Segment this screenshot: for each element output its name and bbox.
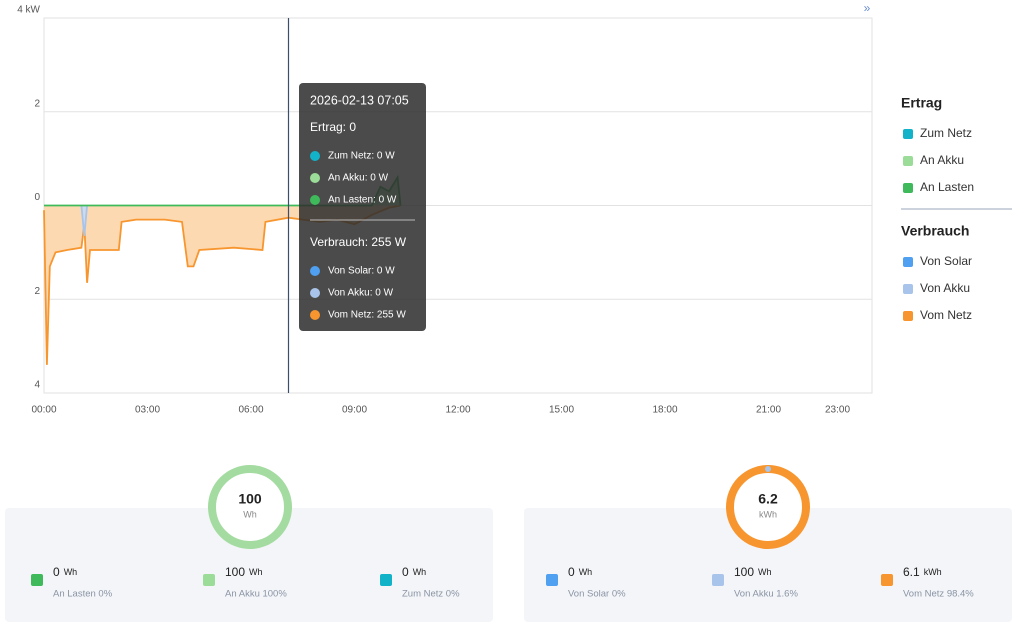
expand-button[interactable]: » <box>864 1 871 15</box>
item-value-unit: kWh <box>924 567 942 577</box>
item-value-unit: Wh <box>758 567 772 577</box>
legend-icon <box>903 183 913 193</box>
x-tick-label: 00:00 <box>31 405 56 416</box>
x-tick-label: 23:00 <box>825 405 850 416</box>
item-label: Vom Netz 98.4% <box>903 589 974 600</box>
tooltip-item: Von Akku: 0 W <box>328 288 394 299</box>
tooltip-dot <box>310 195 320 205</box>
x-tick-label: 12:00 <box>445 405 470 416</box>
tooltip-item: Von Solar: 0 W <box>328 266 395 277</box>
item-label: Von Akku 1.6% <box>734 589 798 600</box>
tooltip-dot <box>310 151 320 161</box>
y-tick-label: 2 <box>34 286 40 297</box>
ring-unit: Wh <box>243 509 257 519</box>
item-value-unit: Wh <box>249 567 263 577</box>
item-icon <box>712 574 724 586</box>
item-value-number: 0 <box>568 565 575 579</box>
legend: Ertrag Zum Netz An Akku An Lasten Verbrauch V… <box>901 95 1012 322</box>
item-value-number: 100 <box>225 565 245 579</box>
item-value: 0 Wh <box>568 565 592 579</box>
item-value-unit: Wh <box>413 567 427 577</box>
legend-label: Von Solar <box>920 254 972 268</box>
x-tick-label: 21:00 <box>756 405 781 416</box>
plot: 4 kW 2 0 2 4 00:00 03:00 06:00 09:00 12:00 15:00 18… <box>17 5 872 416</box>
ring-accent <box>765 466 771 472</box>
ring <box>726 465 810 549</box>
area-fill <box>44 205 401 365</box>
item-icon <box>203 574 215 586</box>
tooltip: 2026-02-13 07:05 Ertrag: 0 Zum Netz: 0 W An… <box>299 83 426 331</box>
tooltip-heading: Ertrag: 0 <box>310 120 356 134</box>
item-icon <box>31 574 43 586</box>
item-value-unit: Wh <box>64 567 78 577</box>
ring-value: 100 <box>238 491 262 507</box>
item-label: Zum Netz 0% <box>402 589 460 600</box>
legend-icon <box>903 311 913 321</box>
legend-icon <box>903 284 913 294</box>
tooltip-item: Zum Netz: 0 W <box>328 151 395 162</box>
legend-icon <box>903 156 913 166</box>
y-tick-label: 2 <box>34 98 40 109</box>
tooltip-dot <box>310 266 320 276</box>
ring-unit: kWh <box>759 509 777 519</box>
x-tick-label: 18:00 <box>652 405 677 416</box>
tooltip-heading: Verbrauch: 255 W <box>310 235 407 249</box>
tooltip-dot <box>310 173 320 183</box>
legend-label: An Akku <box>920 153 964 167</box>
cards: 100 Wh 0 Wh An Lasten 0% 100 Wh An Akku 100% 0 Wh… <box>5 465 1012 622</box>
item-value-number: 0 <box>402 565 409 579</box>
tooltip-dot <box>310 310 320 320</box>
ring-value: 6.2 <box>758 491 778 507</box>
item-label: Von Solar 0% <box>568 589 626 600</box>
tooltip-dot <box>310 288 320 298</box>
legend-label: Vom Netz <box>920 308 972 322</box>
item-value: 0 Wh <box>402 565 426 579</box>
summary-card <box>524 508 1012 622</box>
tooltip-item: An Akku: 0 W <box>328 173 389 184</box>
legend-icon <box>903 257 913 267</box>
item-value: 100 Wh <box>734 565 772 579</box>
legend-label: An Lasten <box>920 180 974 194</box>
item-label: An Lasten 0% <box>53 589 113 600</box>
tooltip-item: An Lasten: 0 W <box>328 195 397 206</box>
item-label: An Akku 100% <box>225 589 287 600</box>
tooltip-box <box>299 83 426 331</box>
tooltip-item: Vom Netz: 255 W <box>328 310 406 321</box>
item-icon <box>881 574 893 586</box>
item-icon <box>546 574 558 586</box>
y-tick-label: 4 <box>34 380 40 391</box>
x-tick-label: 15:00 <box>549 405 574 416</box>
series-line <box>80 205 88 237</box>
ring <box>208 465 292 549</box>
legend-heading: Verbrauch <box>901 223 969 239</box>
item-value-unit: Wh <box>579 567 593 577</box>
item-icon <box>380 574 392 586</box>
item-value: 6.1 kWh <box>903 565 942 579</box>
legend-icon <box>903 129 913 139</box>
item-value: 0 Wh <box>53 565 77 579</box>
y-tick-label: 4 kW <box>17 5 40 16</box>
summary-card <box>5 508 493 622</box>
y-tick-label: 0 <box>34 192 40 203</box>
item-value-number: 0 <box>53 565 60 579</box>
x-tick-label: 09:00 <box>342 405 367 416</box>
item-value: 100 Wh <box>225 565 263 579</box>
legend-heading: Ertrag <box>901 95 942 111</box>
legend-label: Zum Netz <box>920 126 972 140</box>
x-tick-label: 06:00 <box>238 405 263 416</box>
legend-label: Von Akku <box>920 281 970 295</box>
item-value-number: 100 <box>734 565 754 579</box>
item-value-number: 6.1 <box>903 565 920 579</box>
tooltip-title: 2026-02-13 07:05 <box>310 93 409 107</box>
x-tick-label: 03:00 <box>135 405 160 416</box>
